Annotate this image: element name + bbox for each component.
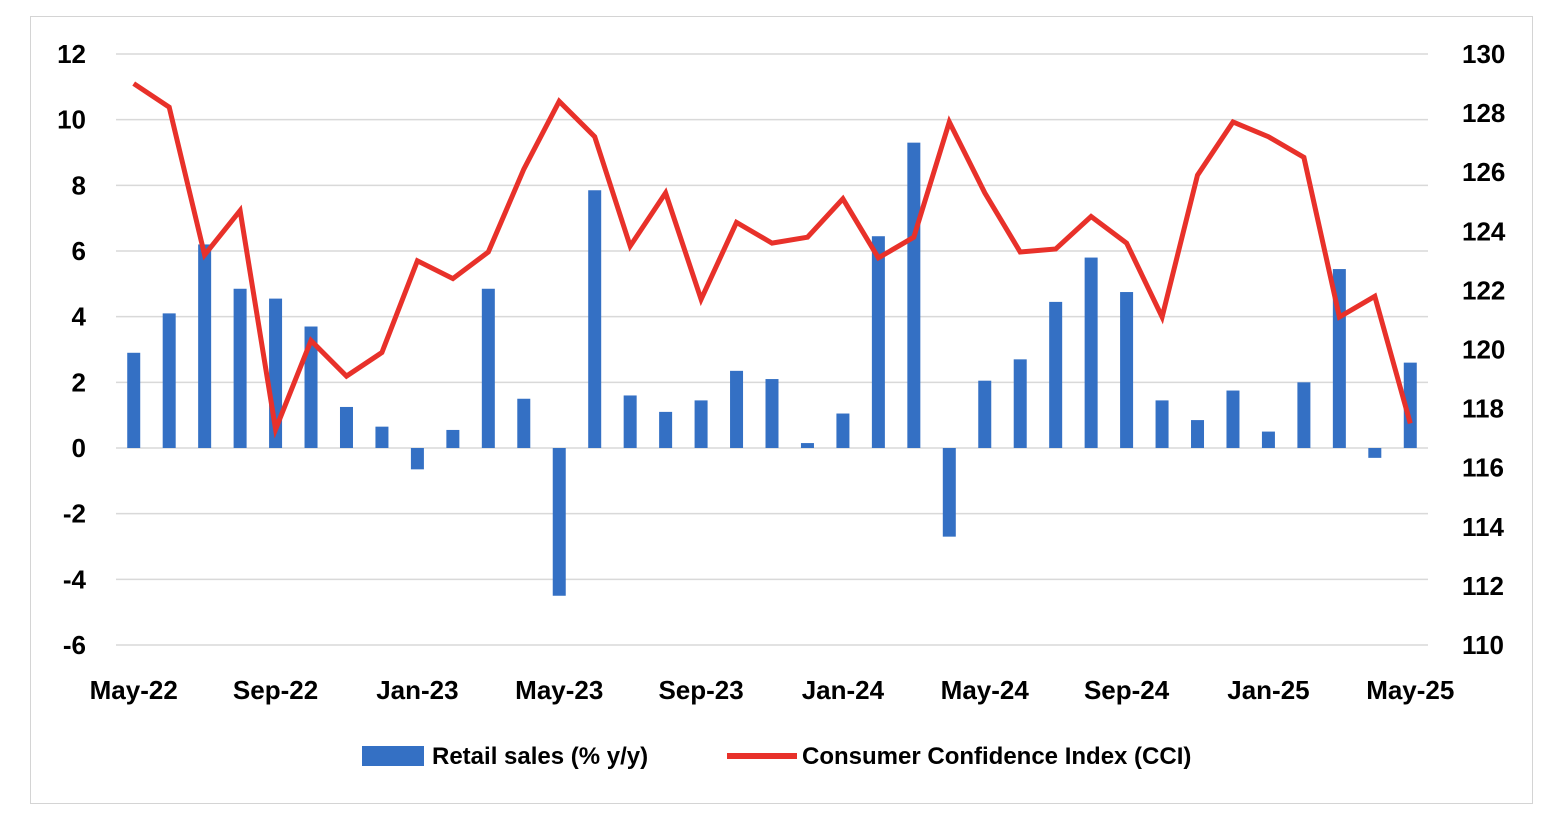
legend: Retail sales (% y/y) Consumer Confidence…: [362, 743, 1191, 770]
left-tick-label: 2: [72, 367, 86, 397]
retail-sales-bar: [978, 380, 992, 448]
x-tick-label: Sep-24: [1084, 675, 1170, 705]
x-tick-label: Sep-23: [658, 675, 743, 705]
x-tick-label: Jan-24: [802, 675, 885, 705]
right-tick-label: 116: [1462, 453, 1504, 483]
retail-sales-bar: [836, 413, 850, 448]
left-axis-ticks: -6 -4 -2 0 2 4 6 8 10 12: [57, 39, 86, 660]
left-tick-label: 4: [72, 302, 87, 332]
retail-sales-bar: [552, 448, 566, 596]
left-tick-label: 6: [72, 236, 86, 266]
retail-sales-bar: [623, 395, 637, 448]
retail-sales-bar: [765, 379, 779, 448]
retail-sales-bar: [1155, 400, 1169, 448]
retail-sales-bar: [517, 398, 531, 448]
legend-retail-sales-label: Retail sales (% y/y): [432, 743, 648, 770]
retail-sales-bar: [127, 352, 141, 448]
right-tick-label: 110: [1462, 630, 1504, 660]
gridlines: [116, 53, 1428, 646]
retail-sales-bars: [127, 142, 1417, 596]
right-tick-label: 124: [1462, 216, 1506, 246]
retail-sales-bar: [1403, 362, 1417, 448]
left-tick-label: -2: [63, 499, 86, 529]
right-tick-label: 112: [1462, 571, 1504, 601]
x-axis-ticks: May-22 Sep-22 Jan-23 May-23 Sep-23 Jan-24 May-…: [90, 675, 1455, 705]
right-tick-label: 122: [1462, 275, 1505, 305]
retail-sales-bar: [1084, 257, 1098, 448]
retail-sales-bar: [446, 429, 460, 448]
retail-sales-bar: [588, 190, 602, 448]
right-tick-label: 114: [1462, 512, 1504, 542]
retail-sales-bar: [1120, 292, 1134, 448]
left-tick-label: 10: [57, 105, 86, 135]
retail-sales-bar: [339, 406, 353, 448]
left-tick-label: 0: [72, 433, 86, 463]
retail-sales-bar: [375, 426, 389, 448]
retail-sales-bar: [481, 288, 495, 448]
right-tick-label: 120: [1462, 335, 1505, 365]
left-tick-label: -6: [63, 630, 86, 660]
cci-line: [132, 81, 1413, 439]
x-tick-label: Sep-22: [233, 675, 318, 705]
right-axis-ticks: 110 112 114 116 118 120 122 124 126 128 130: [1462, 39, 1506, 660]
retail-sales-bar: [694, 400, 708, 448]
retail-sales-bar: [1013, 359, 1027, 448]
retail-sales-bar: [1191, 420, 1205, 448]
x-tick-label: Jan-25: [1227, 675, 1309, 705]
retail-sales-bar: [304, 326, 318, 448]
left-tick-label: -4: [63, 564, 87, 594]
x-tick-label: May-22: [90, 675, 178, 705]
retail-sales-bar: [942, 448, 956, 537]
x-tick-label: May-25: [1366, 675, 1454, 705]
x-tick-label: May-23: [515, 675, 603, 705]
legend-retail-sales-swatch: [362, 746, 424, 766]
x-tick-label: May-24: [941, 675, 1030, 705]
retail-sales-bar: [1297, 382, 1311, 448]
retail-sales-bar: [659, 411, 673, 448]
legend-cci-label: Consumer Confidence Index (CCI): [802, 743, 1191, 770]
right-tick-label: 118: [1462, 394, 1504, 424]
retail-sales-bar: [198, 244, 212, 448]
left-tick-label: 8: [72, 170, 86, 200]
right-tick-label: 126: [1462, 157, 1505, 187]
retail-sales-bar: [730, 370, 744, 448]
retail-sales-bar: [871, 236, 885, 448]
x-tick-label: Jan-23: [376, 675, 458, 705]
right-tick-label: 130: [1462, 39, 1505, 69]
cci-series-line: [132, 81, 1413, 439]
right-tick-label: 128: [1462, 98, 1505, 128]
retail-sales-bar: [162, 313, 176, 448]
retail-sales-bar: [410, 448, 424, 470]
retail-sales-bar: [1261, 431, 1275, 448]
retail-sales-bar: [1049, 301, 1063, 448]
left-tick-label: 12: [57, 39, 86, 69]
retail-sales-bar: [800, 443, 814, 448]
retail-sales-bar: [1368, 448, 1382, 458]
retail-sales-bar: [1226, 390, 1240, 448]
retail-sales-bar: [907, 142, 921, 448]
retail-sales-bar: [233, 288, 247, 448]
